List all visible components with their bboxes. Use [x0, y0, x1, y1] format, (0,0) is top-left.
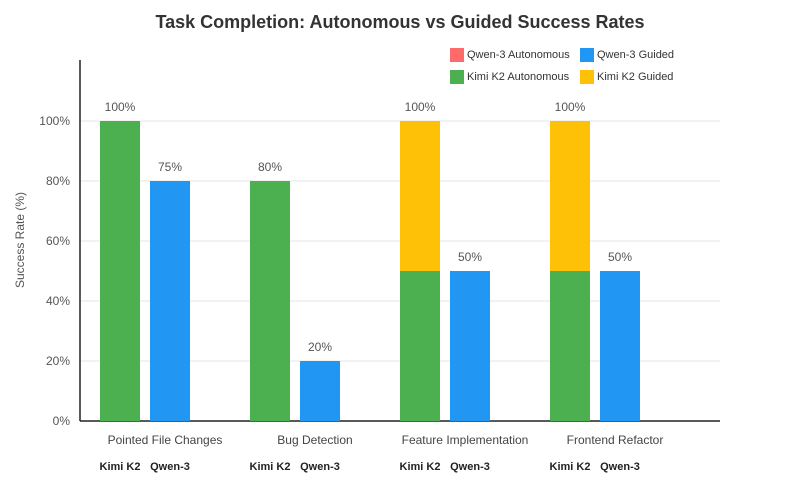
x-category-label: Bug Detection: [277, 433, 352, 447]
y-axis-label: Success Rate (%): [13, 192, 27, 288]
x-bar-model-label: Qwen-3: [150, 461, 190, 473]
y-tick-label: 80%: [46, 174, 70, 188]
legend-swatch: [580, 48, 594, 62]
data-label: 75%: [158, 160, 182, 174]
data-label: 50%: [608, 250, 632, 264]
data-label: 50%: [458, 250, 482, 264]
legend-swatch: [450, 48, 464, 62]
legend-label: Kimi K2 Autonomous: [467, 71, 570, 83]
y-tick-label: 40%: [46, 294, 70, 308]
x-bar-model-label: Kimi K2: [550, 461, 591, 473]
x-category-label: Feature Implementation: [402, 433, 529, 447]
data-label: 20%: [308, 340, 332, 354]
legend-label: Kimi K2 Guided: [597, 71, 674, 83]
legend-label: Qwen-3 Guided: [597, 49, 675, 61]
y-tick-label: 0%: [53, 414, 71, 428]
legend-swatch: [450, 70, 464, 84]
y-tick-label: 20%: [46, 354, 70, 368]
data-label: 80%: [258, 160, 282, 174]
bar-kimi-k2-autonomous: [400, 271, 440, 421]
bar-kimi-k2-guided: [550, 121, 590, 271]
bar-kimi-k2-guided: [400, 121, 440, 271]
y-tick-label: 60%: [46, 234, 70, 248]
x-category-label: Frontend Refactor: [567, 433, 664, 447]
bar-qwen-3-guided: [300, 361, 340, 421]
legend-swatch: [580, 70, 594, 84]
x-bar-model-label: Kimi K2: [100, 461, 141, 473]
bar-kimi-k2-autonomous: [100, 121, 140, 421]
bar-qwen-3-guided: [450, 271, 490, 421]
legend-label: Qwen-3 Autonomous: [467, 49, 570, 61]
data-label: 100%: [105, 100, 136, 114]
chart-title: Task Completion: Autonomous vs Guided Su…: [155, 12, 645, 32]
x-bar-model-label: Kimi K2: [250, 461, 291, 473]
x-category-label: Pointed File Changes: [108, 433, 223, 447]
data-label: 100%: [405, 100, 436, 114]
bar-qwen-3-guided: [150, 181, 190, 421]
bar-kimi-k2-autonomous: [250, 181, 290, 421]
y-tick-label: 100%: [39, 114, 70, 128]
x-bar-model-label: Qwen-3: [300, 461, 340, 473]
x-bar-model-label: Qwen-3: [450, 461, 490, 473]
x-bar-model-label: Kimi K2: [400, 461, 441, 473]
x-bar-model-label: Qwen-3: [600, 461, 640, 473]
bar-kimi-k2-autonomous: [550, 271, 590, 421]
bar-qwen-3-guided: [600, 271, 640, 421]
data-label: 100%: [555, 100, 586, 114]
